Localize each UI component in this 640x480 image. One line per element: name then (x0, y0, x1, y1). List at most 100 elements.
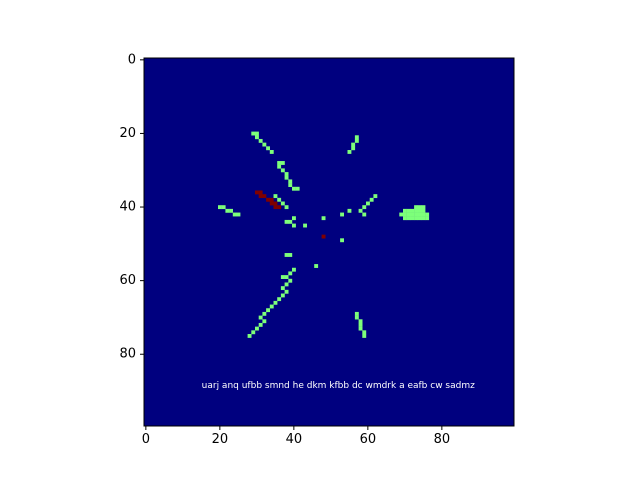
hotspot-cell (269, 197, 274, 202)
streak-cell (292, 267, 296, 272)
streak-cell (321, 216, 326, 221)
streak-cell (280, 168, 285, 173)
streak-cell (362, 334, 367, 338)
hotspot-cell (273, 201, 278, 206)
blob-cell (406, 216, 411, 221)
streak-cell (266, 146, 270, 151)
streak-cell (221, 205, 226, 210)
streak-cell (340, 238, 344, 243)
streak-cell (358, 319, 363, 324)
x-tick-label: 60 (360, 432, 377, 447)
blob-cell (406, 208, 411, 213)
blob-cell (414, 216, 418, 221)
streak-cell (358, 208, 363, 213)
streak-cell (232, 212, 237, 217)
blob-cell (410, 212, 415, 217)
streak-cell (303, 223, 307, 228)
streak-cell (358, 322, 363, 327)
x-tick-label: 40 (286, 432, 303, 447)
x-axis: 0 20 40 60 80 (142, 426, 450, 447)
blob-cell (421, 205, 426, 210)
streak-cell (362, 212, 367, 217)
streak-cell (269, 304, 274, 309)
hotspot-cell (273, 205, 278, 210)
streak-cell (284, 275, 289, 279)
blob-cell (425, 212, 430, 217)
streak-cell (273, 300, 278, 305)
streak-cell (288, 219, 293, 224)
streak-cell (277, 161, 282, 165)
blob-cell (410, 216, 415, 221)
y-tick-label: 20 (119, 126, 136, 141)
hotspot-cell (255, 190, 259, 195)
streak-cell (354, 138, 359, 143)
blob-cell (403, 208, 407, 213)
blob-cell (414, 208, 418, 213)
heatmap-annotation: uarj anq ufbb smnd he dkm kfbb dc wmdrk … (202, 381, 475, 391)
streak-cell (284, 205, 289, 210)
streak-cell (258, 138, 263, 143)
blob-cell (399, 212, 404, 217)
streak-cell (236, 212, 241, 217)
streak-cell (288, 179, 293, 184)
hotspot-cell (258, 194, 263, 199)
blob-cell (410, 208, 415, 213)
streak-cell (347, 150, 352, 154)
streak-cell (229, 208, 233, 213)
streak-cell (340, 212, 344, 217)
streak-cell (288, 253, 293, 257)
blob-cell (403, 216, 407, 221)
streak-cell (292, 186, 296, 191)
blob-cell (406, 212, 411, 217)
streak-cell (362, 205, 367, 210)
streak-cell (255, 135, 259, 140)
streak-cell (295, 186, 300, 191)
streak-cell (354, 315, 359, 320)
blob-cell (421, 208, 426, 213)
streak-cell (277, 197, 282, 202)
streak-cell (292, 216, 296, 221)
hotspot-cell (262, 194, 267, 199)
hotspot-cell (321, 234, 326, 239)
y-tick-label: 40 (119, 200, 136, 215)
blob-cell (421, 212, 426, 217)
hotspot-cell (269, 201, 274, 206)
streak-cell (284, 253, 289, 257)
streak-cell (251, 330, 256, 335)
y-tick-label: 0 (128, 52, 136, 67)
x-tick-label: 20 (212, 432, 229, 447)
streak-cell (292, 223, 296, 228)
streak-cell (284, 175, 289, 180)
x-tick-label: 0 (142, 432, 150, 447)
streak-cell (351, 142, 356, 147)
streak-cell (347, 208, 352, 213)
streak-cell (262, 142, 267, 147)
streak-cell (351, 146, 356, 151)
streak-cell (273, 194, 278, 199)
blob-cell (417, 216, 422, 221)
streak-cell (280, 161, 285, 165)
blob-cell (417, 212, 422, 217)
streak-cell (258, 322, 263, 327)
x-tick-label: 80 (434, 432, 451, 447)
streak-cell (284, 172, 289, 176)
streak-cell (373, 194, 378, 199)
y-axis: 0 20 40 60 80 (119, 52, 144, 362)
y-tick-label: 60 (119, 273, 136, 288)
streak-cell (314, 264, 319, 268)
streak-cell (288, 183, 293, 187)
streak-cell (354, 311, 359, 316)
streak-cell (280, 275, 285, 279)
blob-cell (414, 212, 418, 217)
streak-cell (288, 278, 293, 283)
streak-cell (247, 334, 252, 338)
streak-cell (284, 289, 289, 294)
blob-cell (425, 216, 430, 221)
streak-cell (362, 330, 367, 335)
streak-cell (280, 201, 285, 206)
hotspot-cell (277, 205, 282, 210)
streak-cell (284, 282, 289, 287)
streak-cell (280, 293, 285, 298)
streak-cell (251, 131, 256, 136)
streak-cell (255, 131, 259, 136)
